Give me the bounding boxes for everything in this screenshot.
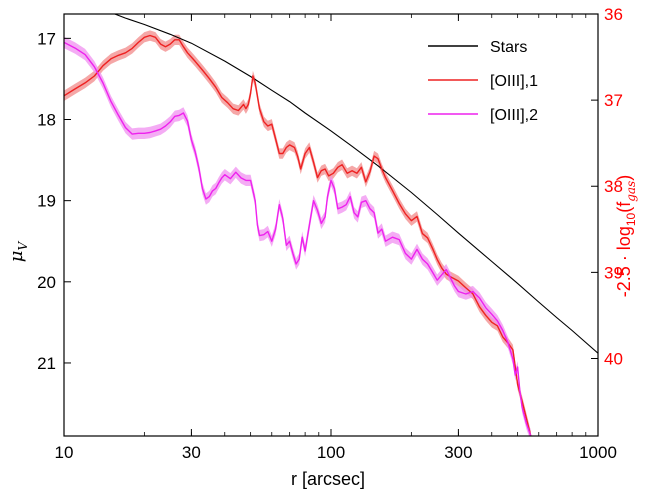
y-left-label-sub: V [16,240,30,250]
legend-label-stars: Stars [490,39,527,56]
legend: Stars [OIII],1 [OIII],2 [428,39,538,124]
svg-text:μV: μV [6,240,30,262]
y-left-tick-label: 21 [37,354,56,373]
y-left-tick-label: 17 [37,29,56,48]
y-right-tick-label: 39 [604,263,623,282]
legend-label-oiii-2: [OIII],2 [490,107,538,124]
y-left-tick-label: 20 [37,273,56,292]
x-tick-label: 300 [444,443,472,462]
x-tick-label: 10 [55,443,74,462]
y-right-tick-label: 40 [604,349,623,368]
series-line-oiii-1 [64,34,532,436]
y-right-label-sub2: gas [624,181,638,202]
series-line-stars [114,14,598,354]
y-axis-left-label: μV [6,240,30,262]
y-left-tick-label: 19 [37,192,56,211]
y-right-tick-label: 38 [604,177,623,196]
y-axis-right-label: -2.5 · log10(fgas) [614,175,638,297]
x-tick-label: 1000 [579,443,617,462]
y-left-label-main: μ [6,250,27,262]
tick-labels: 10 30 100 300 1000 17 18 19 20 21 36 37 38 39 40 [37,5,623,462]
legend-label-oiii-1: [OIII],1 [490,73,538,90]
y-right-label-suffix: ) [614,175,634,181]
series-line-oiii-2 [64,41,532,436]
x-axis-label: r [arcsec] [291,469,365,489]
y-right-label-prefix: -2.5 · log [614,226,634,297]
band-oiii-2 [64,36,531,436]
x-tick-label: 100 [317,443,345,462]
series-lines [64,14,598,436]
y-right-tick-label: 36 [604,5,623,24]
confidence-bands [64,30,531,436]
y-right-label-mid: (f [614,201,634,213]
x-tick-label: 30 [182,443,201,462]
axis-ticks [63,13,599,436]
svg-text:-2.5 · log10(fgas): -2.5 · log10(fgas) [614,175,638,297]
y-right-label-sub1: 10 [624,212,638,226]
y-right-tick-label: 37 [604,91,623,110]
y-left-tick-label: 18 [37,111,56,130]
